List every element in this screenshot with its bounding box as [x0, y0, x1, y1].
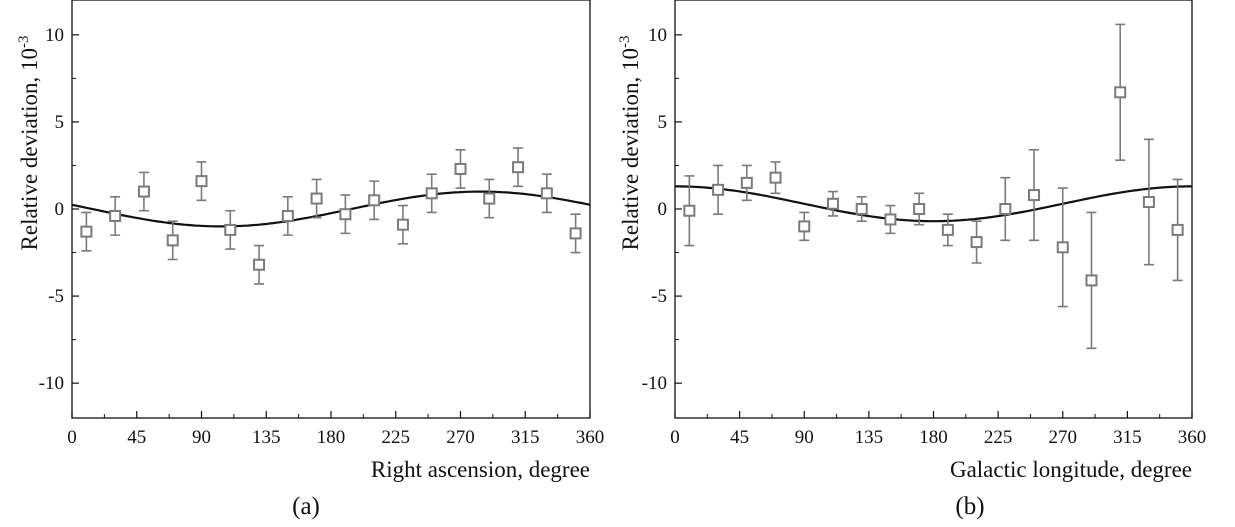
y-tick-label: -10: [39, 373, 64, 394]
panel-label: (b): [955, 493, 984, 520]
x-tick-label: 45: [127, 427, 146, 448]
x-tick-label: 360: [1178, 427, 1207, 448]
data-point: [1056, 241, 1069, 254]
data-point: [339, 208, 352, 221]
data-point: [310, 192, 323, 205]
data-point: [1114, 86, 1127, 99]
y-tick-label: 5: [55, 112, 65, 133]
data-point: [483, 192, 496, 205]
y-axis-title: Relative deviation, 10-3: [617, 36, 643, 251]
data-point: [1085, 274, 1098, 287]
y-axis-title-exponent: -3: [617, 36, 633, 49]
data-point: [970, 236, 983, 249]
x-tick-label: 135: [855, 427, 884, 448]
data-point: [999, 203, 1012, 215]
y-axis-title-main: Relative deviation, 10: [618, 48, 643, 250]
x-tick-label: 180: [317, 427, 346, 448]
y-tick-label: -5: [48, 286, 64, 307]
data-point: [798, 220, 811, 233]
panel-label: (a): [292, 493, 320, 520]
y-tick-label: -5: [651, 286, 667, 307]
plot-frame: [674, 0, 1193, 419]
y-axis-title-exponent: -3: [16, 36, 32, 49]
x-axis-title: Galactic longitude, degree: [950, 457, 1192, 482]
y-tick-label: -10: [642, 373, 667, 394]
plot-frame: [71, 0, 591, 419]
data-point: [195, 175, 208, 188]
errorbar-layer: [81, 147, 581, 285]
y-tick-label: 10: [45, 25, 64, 46]
data-point: [913, 203, 926, 215]
errorbar-layer: [684, 23, 1183, 350]
x-tick-label: 315: [511, 427, 540, 448]
data-point: [740, 176, 753, 189]
x-tick-label: 360: [576, 427, 605, 448]
y-axis-title-main: Relative deviation, 10: [17, 48, 42, 250]
data-point: [855, 203, 868, 215]
point-layer: [683, 86, 1184, 287]
chart-panel-b: 0 45 90 135 180 225 270 315 360 -10 -5 0 5 10 Galact…: [617, 0, 1206, 520]
data-point: [769, 171, 782, 184]
y-axis-title: Relative deviation, 10-3: [16, 36, 42, 251]
data-point: [166, 234, 179, 247]
data-point: [569, 227, 582, 240]
y-axis: -10 -5 0 5 10: [642, 25, 682, 394]
data-point: [454, 162, 467, 175]
data-point: [224, 223, 237, 236]
data-point: [109, 209, 122, 222]
data-point: [368, 194, 381, 207]
x-axis: 0 45 90 135 180 225 270 315 360: [67, 411, 604, 448]
x-axis: 0 45 90 135 180 225 270 315 360: [670, 411, 1206, 448]
data-point: [1171, 223, 1184, 236]
y-tick-label: 10: [648, 25, 667, 46]
x-tick-label: 225: [382, 427, 411, 448]
data-point: [941, 223, 954, 236]
fit-curve: [675, 185, 1192, 223]
x-tick-label: 90: [192, 427, 211, 448]
y-tick-label: 5: [658, 112, 668, 133]
data-point: [884, 213, 897, 226]
data-point: [137, 185, 150, 198]
x-tick-label: 180: [919, 427, 948, 448]
x-tick-label: 270: [446, 427, 475, 448]
data-point: [540, 187, 553, 200]
x-tick-label: 270: [1049, 427, 1078, 448]
x-axis-title: Right ascension, degree: [371, 457, 590, 482]
x-tick-label: 90: [795, 427, 814, 448]
data-point: [253, 258, 266, 271]
data-point: [396, 218, 409, 231]
fit-layer: [71, 190, 591, 228]
x-tick-label: 0: [670, 427, 680, 448]
data-point: [512, 161, 525, 174]
data-point: [826, 197, 839, 210]
data-point: [683, 204, 696, 217]
data-point: [425, 187, 438, 200]
x-tick-label: 45: [730, 427, 749, 448]
data-point: [1028, 189, 1041, 202]
y-tick-label: 0: [55, 199, 65, 220]
data-point: [281, 209, 294, 222]
fit-curve: [71, 190, 591, 228]
fit-layer: [675, 185, 1192, 223]
y-axis: -10 -5 0 5 10: [39, 25, 79, 394]
y-tick-label: 0: [658, 199, 668, 220]
data-point: [1142, 196, 1155, 209]
x-tick-label: 135: [252, 427, 281, 448]
point-layer: [80, 161, 582, 271]
chart-panel-a: 0 45 90 135 180 225 270 315 360 -10 -5 0 5 10 Right …: [16, 0, 604, 520]
data-point: [712, 183, 725, 196]
data-point: [80, 225, 93, 238]
x-tick-label: 225: [984, 427, 1013, 448]
x-tick-label: 315: [1113, 427, 1142, 448]
x-tick-label: 0: [67, 427, 77, 448]
